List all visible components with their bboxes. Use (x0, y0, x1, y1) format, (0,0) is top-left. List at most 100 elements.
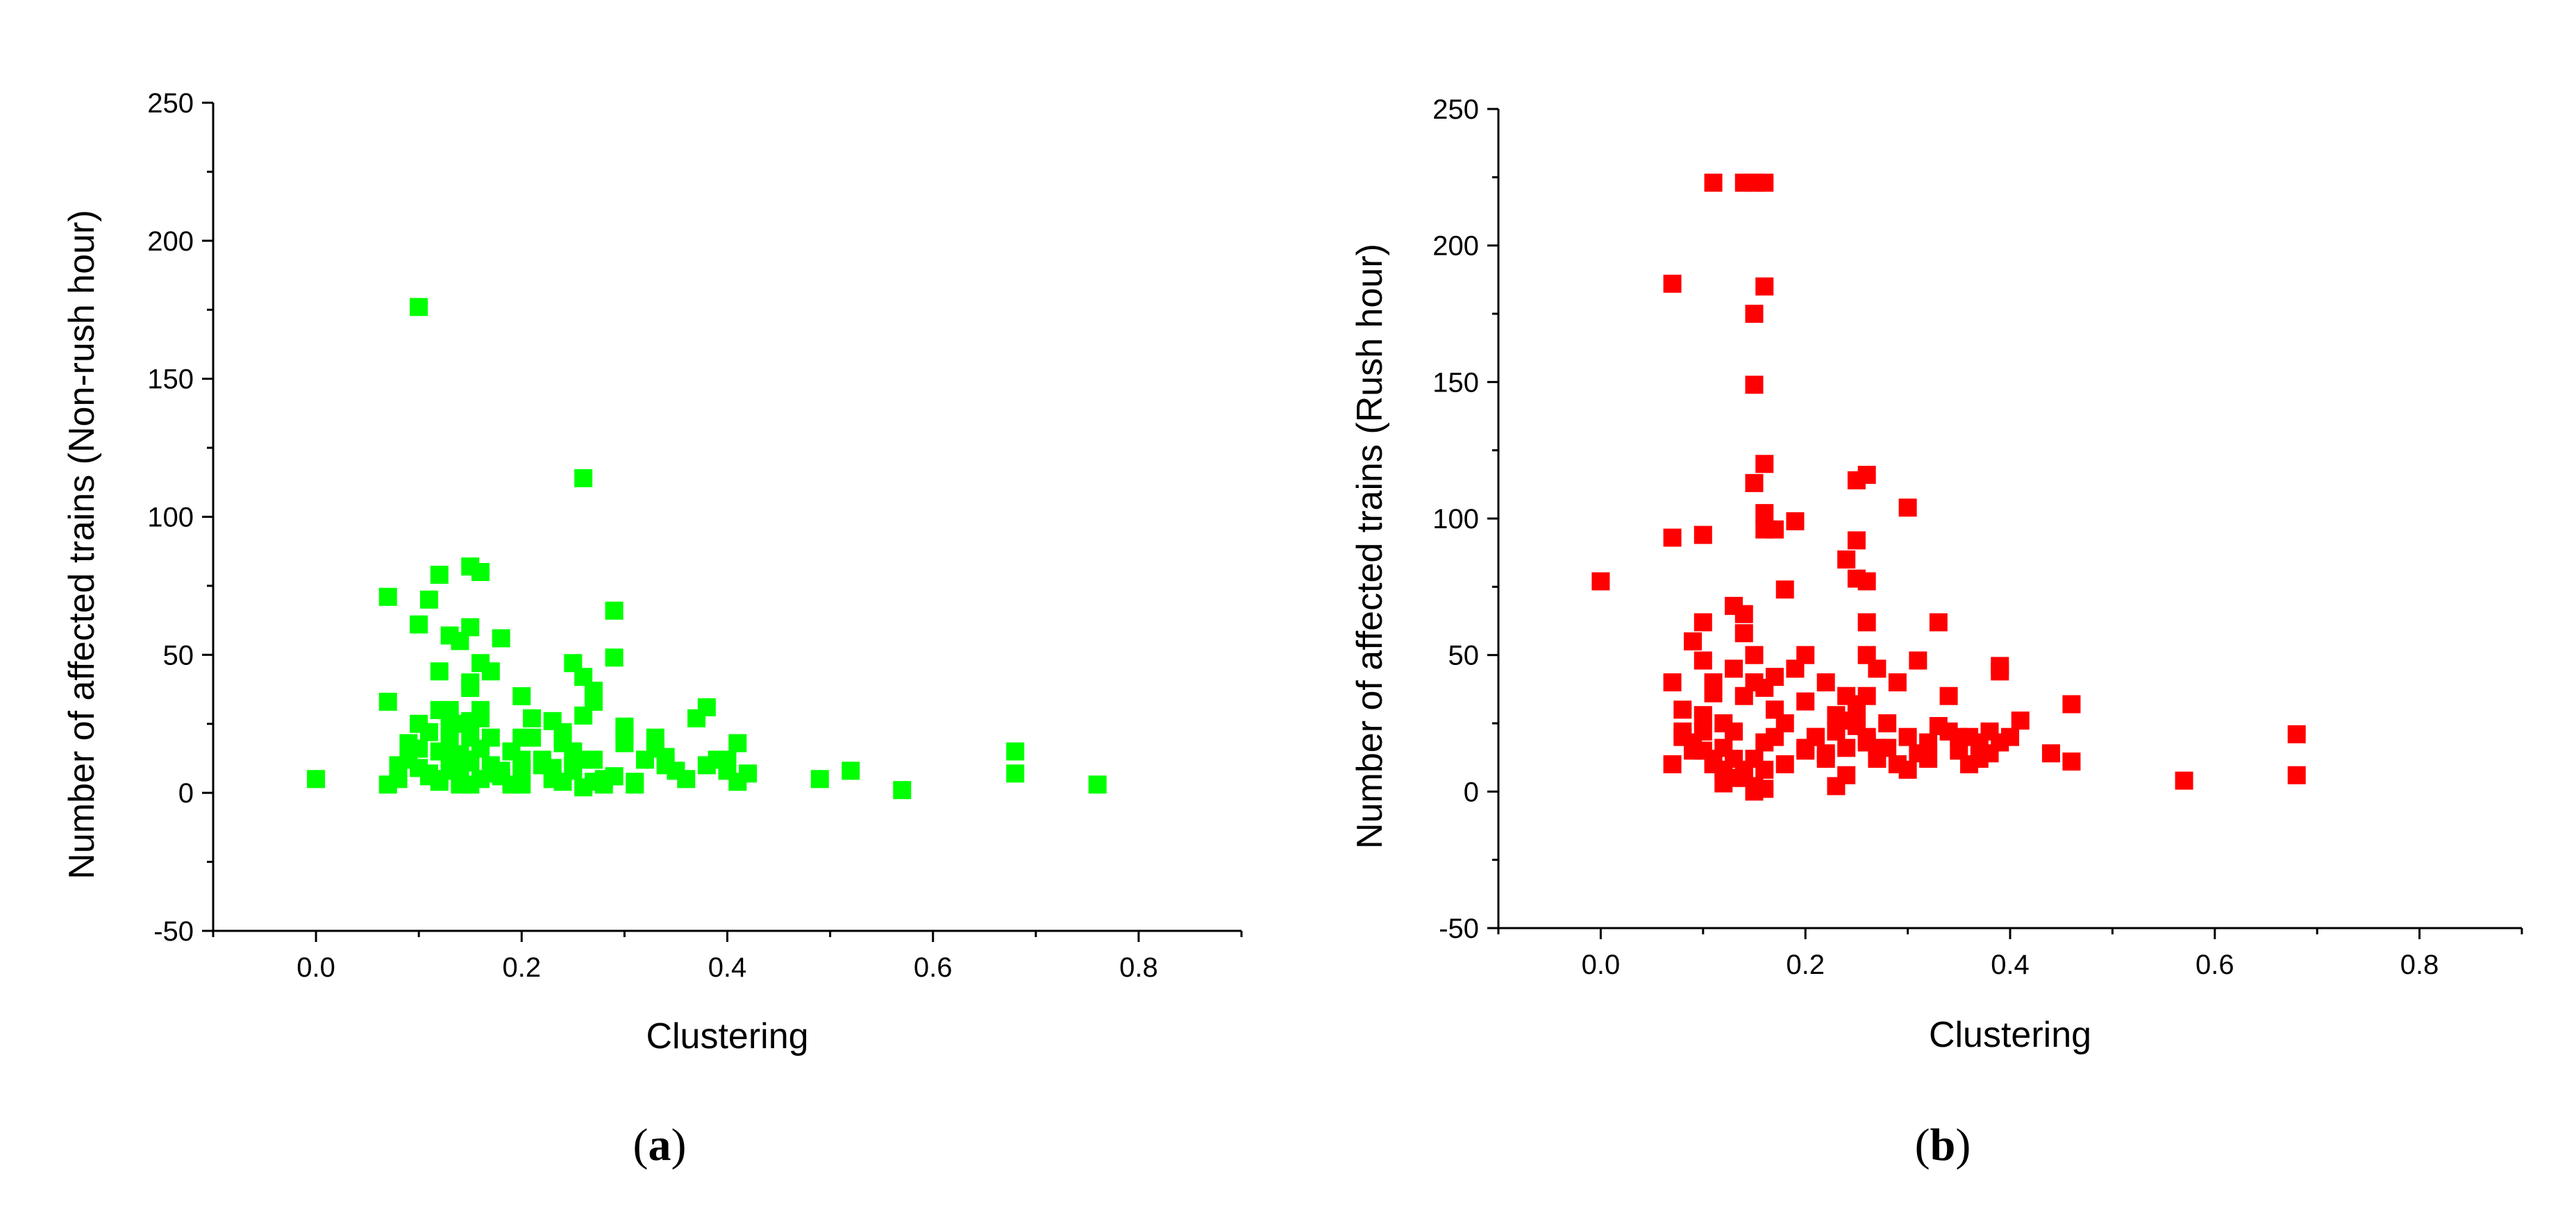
data-point-b (1898, 727, 1917, 746)
data-point-a (492, 629, 510, 648)
panel-a-chart: -50 0 50 100 150 200 250 0.0 0.2 0.4 0.6 0.8 Cluster… (62, 88, 1243, 1057)
data-point-b (1765, 700, 1784, 719)
data-point-b (1878, 714, 1897, 732)
y-tick-label-a: 50 (163, 640, 194, 671)
data-point-a (564, 756, 583, 775)
data-point-b (1786, 512, 1805, 530)
data-point-a (471, 770, 490, 789)
y-tick-label-b: 50 (1448, 641, 1480, 671)
data-point-a (471, 700, 490, 719)
x-tick-label-b: 0.4 (1991, 950, 2030, 980)
data-point-b (1693, 613, 1712, 632)
x-tick-label-b: 0.2 (1786, 950, 1825, 980)
data-point-b (1663, 673, 1682, 691)
data-point-a (461, 750, 480, 769)
data-point-b (1755, 760, 1774, 779)
data-point-a (553, 725, 572, 744)
y-tick-label-b: 250 (1432, 94, 1479, 125)
data-point-b (1868, 739, 1887, 757)
y-tick-label-b: 150 (1432, 367, 1479, 398)
y-axis-title-b: Number of affected trains (Rush hour) (1350, 244, 1390, 849)
x-axis-title-b: Clustering (1929, 1015, 2091, 1055)
data-point-a (512, 687, 531, 705)
data-point-a (307, 770, 326, 789)
data-point-b (1929, 613, 1948, 632)
data-point-b (1847, 714, 1866, 732)
data-point-a (605, 648, 624, 667)
data-point-a (677, 770, 696, 789)
y-tick-label-a: -50 (153, 916, 194, 947)
data-point-a (810, 770, 829, 789)
data-point-a (543, 770, 562, 789)
data-point-b (1960, 755, 1979, 773)
data-point-a (615, 723, 634, 741)
data-point-b (1755, 780, 1774, 798)
data-point-a (461, 673, 480, 692)
data-point-a (574, 469, 593, 487)
data-point-a (697, 698, 716, 716)
data-point-b (1909, 651, 1927, 670)
data-point-a (410, 615, 428, 634)
y-tick-label-a: 250 (147, 88, 194, 119)
data-point-a (1088, 775, 1107, 794)
data-point-b (1868, 659, 1887, 678)
data-point-b (1714, 774, 1733, 793)
data-point-b (1663, 528, 1682, 547)
panel-b-label: (b) (1873, 1119, 2012, 1172)
data-point-a (718, 750, 737, 769)
data-point-b (1704, 684, 1723, 702)
x-tick-label-b: 0.0 (1582, 950, 1621, 980)
data-point-a (523, 728, 542, 747)
data-point-a (420, 723, 439, 741)
x-tick-label-b: 0.8 (2400, 950, 2439, 980)
data-point-b (1827, 777, 1846, 796)
data-point-a (605, 767, 624, 786)
data-point-b (1950, 727, 1968, 746)
data-point-a (512, 750, 531, 769)
data-point-b (1745, 646, 1764, 664)
data-point-a (461, 618, 480, 637)
data-point-b (1816, 750, 1835, 768)
data-point-b (1745, 376, 1764, 394)
data-point-b (1898, 498, 1917, 517)
data-point-b (1847, 531, 1866, 550)
data-point-b (1725, 722, 1743, 741)
data-point-a (1006, 764, 1025, 783)
data-point-b (2062, 752, 2081, 771)
data-point-b (1693, 525, 1712, 544)
data-point-b (1796, 741, 1815, 760)
x-tick-label-a: 0.2 (502, 952, 541, 983)
data-point-b (1775, 755, 1794, 773)
panel-a-label-open: ( (633, 1120, 649, 1170)
data-point-a (451, 775, 469, 794)
data-point-b (1734, 605, 1753, 623)
y-tick-label-a: 200 (147, 226, 194, 257)
data-point-a (430, 662, 449, 681)
data-point-b (1693, 651, 1712, 670)
data-point-b (1857, 572, 1876, 591)
panel-a-label-letter: a (648, 1120, 671, 1170)
data-point-b (1991, 662, 2009, 681)
data-point-b (1745, 305, 1764, 323)
data-point-b (1837, 550, 1856, 569)
data-point-b (1796, 692, 1815, 711)
data-point-b (1765, 520, 1784, 539)
data-point-b (1857, 466, 1876, 485)
data-point-b (1663, 274, 1682, 293)
panel-b-label-close: ) (1955, 1120, 1971, 1170)
data-point-a (378, 692, 397, 711)
x-tick-label-a: 0.0 (296, 952, 335, 983)
y-tick-label-b: 0 (1464, 777, 1479, 807)
x-axis-title-a: Clustering (646, 1016, 808, 1057)
data-point-b (1939, 687, 1958, 705)
data-point-b (1693, 706, 1712, 725)
data-point-b (1775, 580, 1794, 599)
y-tick-label-a: 0 (178, 778, 194, 809)
data-point-b (1745, 473, 1764, 492)
data-point-b (2175, 771, 2193, 790)
data-point-a (842, 761, 860, 780)
data-point-a (697, 756, 716, 775)
data-point-a (378, 587, 397, 606)
data-point-b (1663, 755, 1682, 773)
